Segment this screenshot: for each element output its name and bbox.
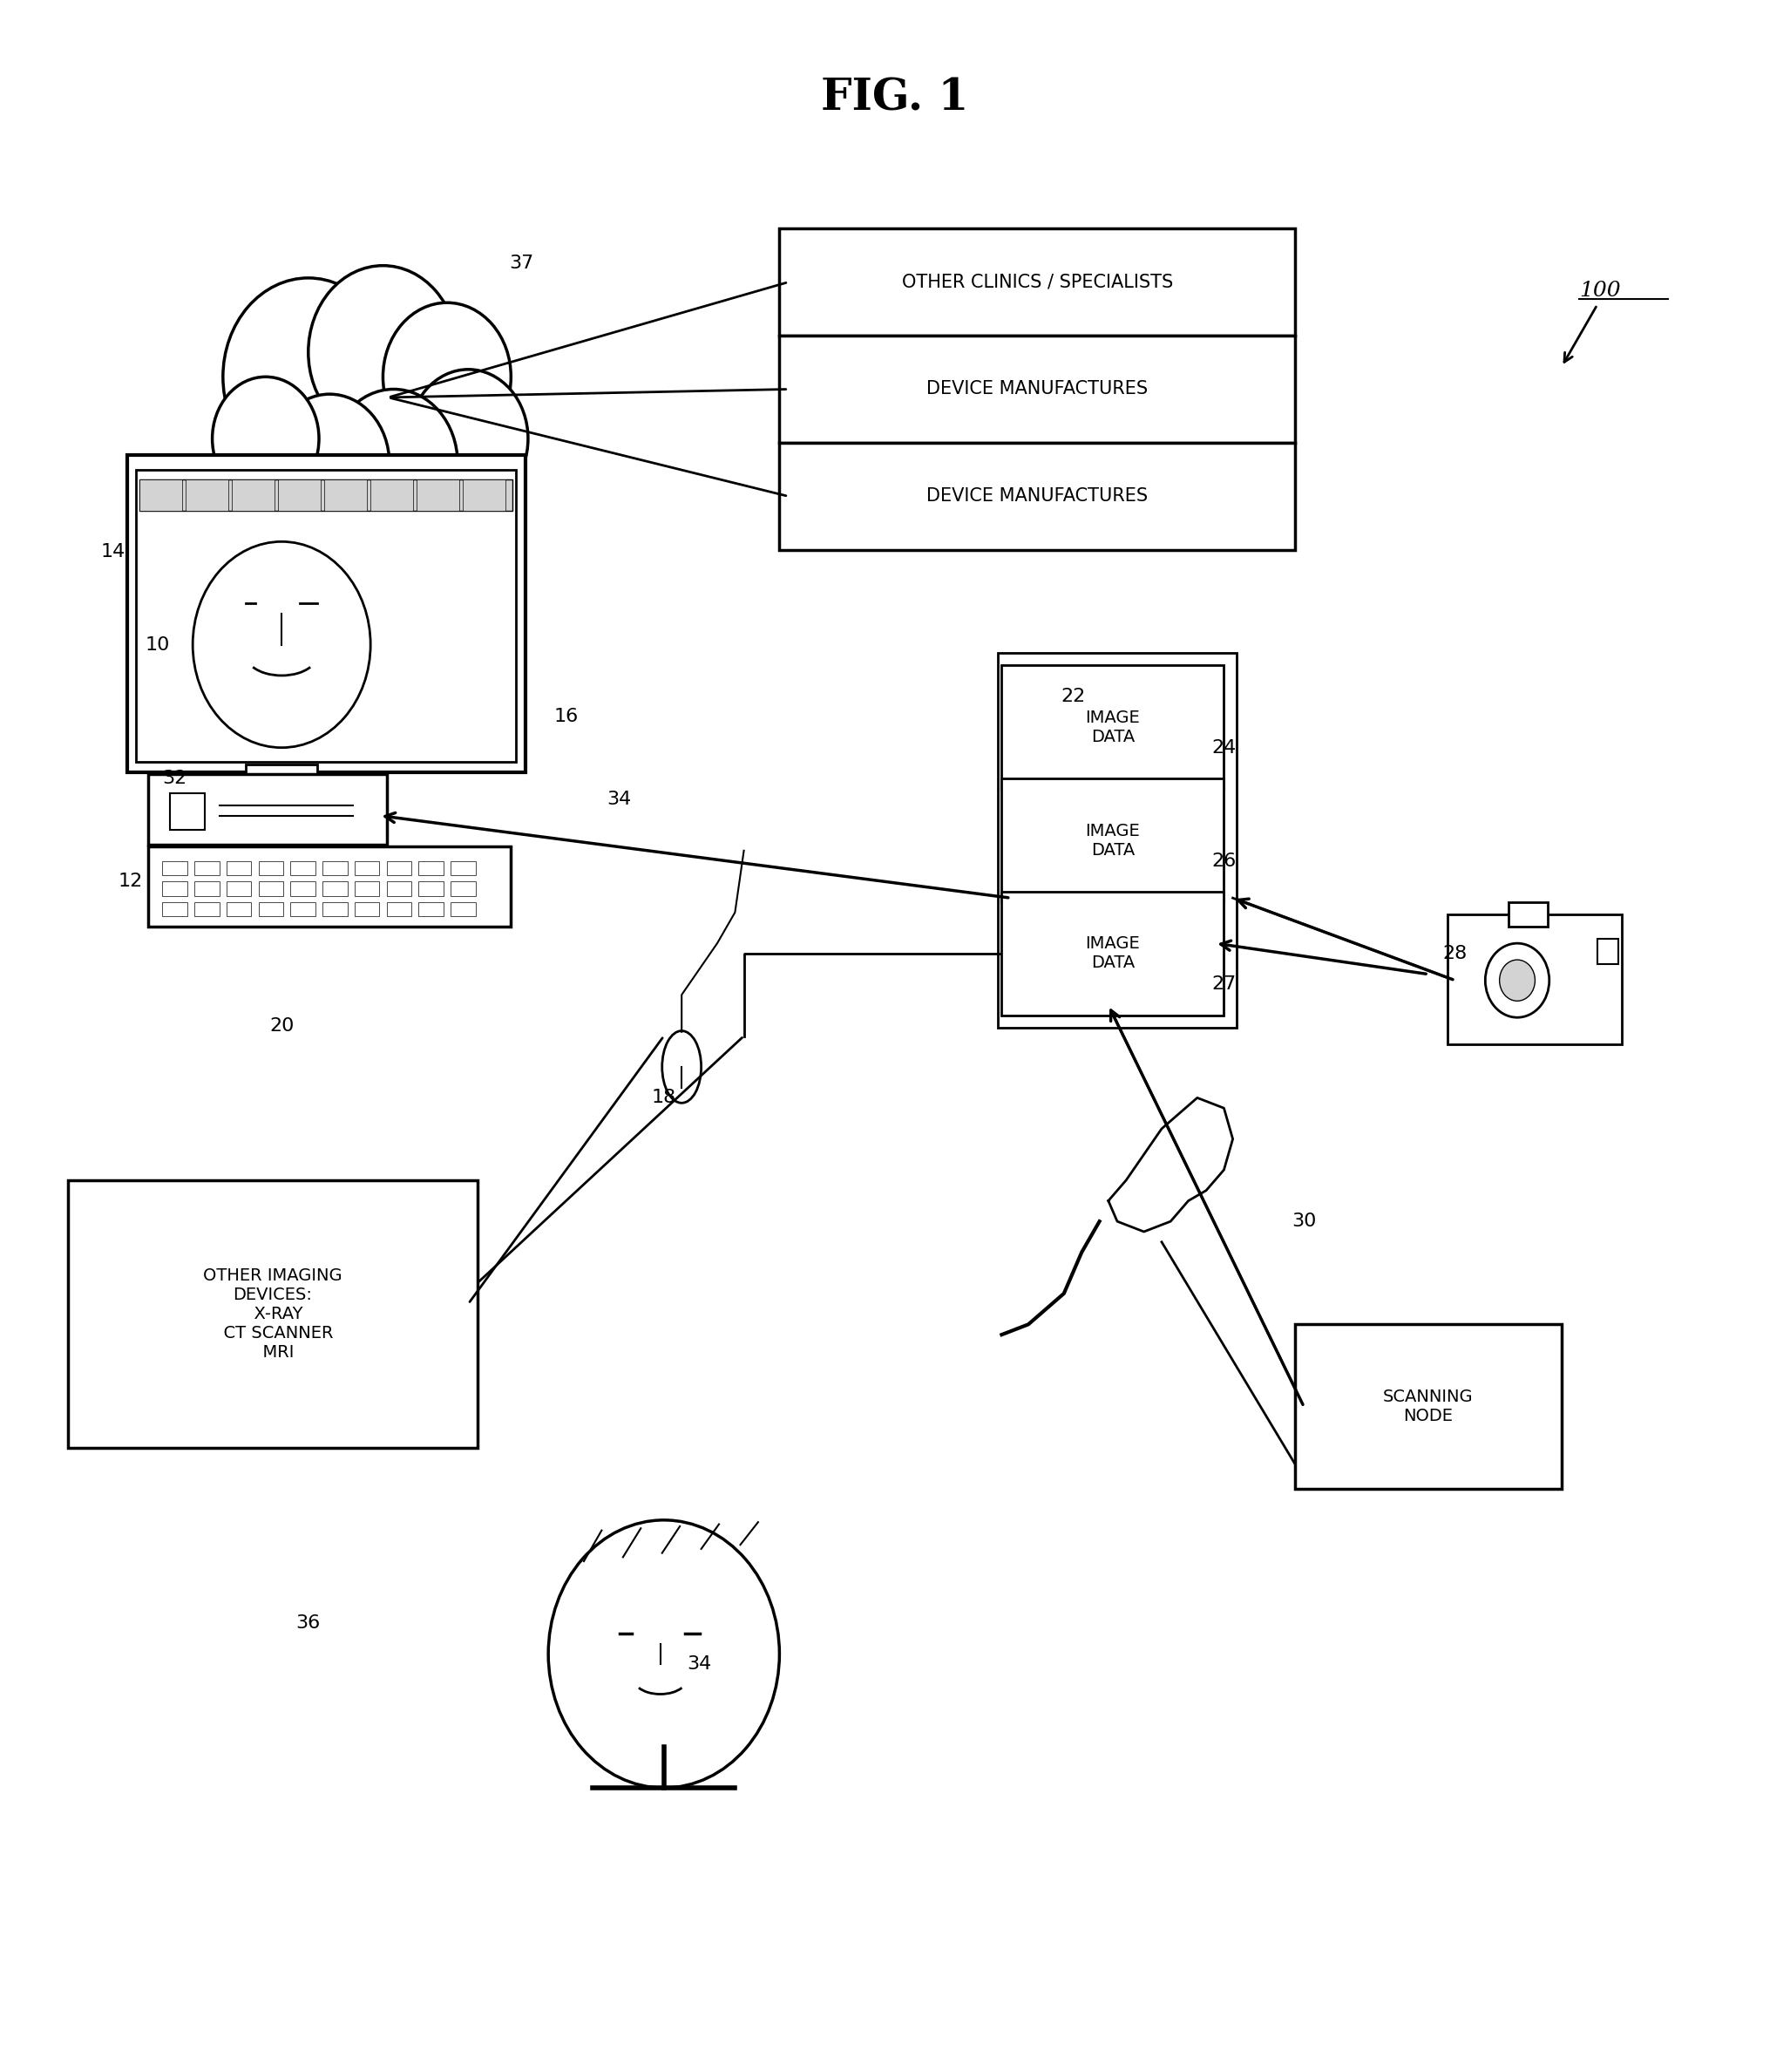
FancyBboxPatch shape bbox=[149, 775, 387, 845]
Circle shape bbox=[1486, 943, 1550, 1017]
Circle shape bbox=[383, 303, 510, 452]
FancyBboxPatch shape bbox=[227, 860, 251, 874]
FancyBboxPatch shape bbox=[195, 901, 220, 916]
FancyBboxPatch shape bbox=[354, 860, 379, 874]
FancyBboxPatch shape bbox=[163, 860, 188, 874]
FancyBboxPatch shape bbox=[387, 860, 412, 874]
Text: 37: 37 bbox=[510, 255, 533, 271]
Circle shape bbox=[308, 265, 458, 439]
Text: SCANNING
NODE: SCANNING NODE bbox=[1384, 1388, 1473, 1426]
FancyBboxPatch shape bbox=[68, 1181, 478, 1448]
Text: 36: 36 bbox=[295, 1614, 320, 1633]
Text: 32: 32 bbox=[163, 771, 188, 787]
Text: 100: 100 bbox=[1579, 280, 1622, 300]
Text: DEVICE MANUFACTURES: DEVICE MANUFACTURES bbox=[927, 381, 1147, 398]
FancyBboxPatch shape bbox=[779, 336, 1294, 443]
FancyBboxPatch shape bbox=[354, 881, 379, 895]
FancyBboxPatch shape bbox=[464, 481, 505, 510]
FancyBboxPatch shape bbox=[1448, 914, 1622, 1044]
FancyBboxPatch shape bbox=[371, 481, 413, 510]
Ellipse shape bbox=[662, 1032, 702, 1102]
FancyBboxPatch shape bbox=[290, 881, 315, 895]
FancyBboxPatch shape bbox=[258, 881, 283, 895]
Text: IMAGE
DATA: IMAGE DATA bbox=[1085, 709, 1140, 746]
FancyBboxPatch shape bbox=[163, 901, 188, 916]
FancyBboxPatch shape bbox=[195, 860, 220, 874]
Circle shape bbox=[408, 369, 528, 508]
FancyBboxPatch shape bbox=[999, 653, 1237, 1028]
Circle shape bbox=[548, 1521, 779, 1788]
FancyBboxPatch shape bbox=[419, 881, 444, 895]
Text: 34: 34 bbox=[687, 1656, 712, 1672]
Text: 34: 34 bbox=[607, 789, 632, 808]
FancyBboxPatch shape bbox=[322, 881, 347, 895]
Circle shape bbox=[329, 390, 458, 537]
Circle shape bbox=[270, 394, 390, 533]
Text: 18: 18 bbox=[652, 1090, 677, 1106]
FancyBboxPatch shape bbox=[258, 860, 283, 874]
FancyBboxPatch shape bbox=[387, 901, 412, 916]
FancyBboxPatch shape bbox=[277, 481, 320, 510]
FancyBboxPatch shape bbox=[451, 881, 476, 895]
Text: 24: 24 bbox=[1212, 740, 1237, 756]
Text: DEVICE MANUFACTURES: DEVICE MANUFACTURES bbox=[927, 487, 1147, 506]
FancyBboxPatch shape bbox=[417, 481, 460, 510]
FancyBboxPatch shape bbox=[419, 901, 444, 916]
FancyBboxPatch shape bbox=[779, 228, 1294, 336]
FancyBboxPatch shape bbox=[322, 860, 347, 874]
FancyBboxPatch shape bbox=[149, 847, 510, 926]
FancyBboxPatch shape bbox=[451, 860, 476, 874]
Text: 10: 10 bbox=[145, 636, 170, 653]
Text: 12: 12 bbox=[118, 872, 143, 891]
FancyBboxPatch shape bbox=[127, 456, 524, 773]
FancyBboxPatch shape bbox=[1002, 665, 1224, 789]
FancyBboxPatch shape bbox=[140, 481, 512, 510]
FancyBboxPatch shape bbox=[324, 481, 367, 510]
FancyBboxPatch shape bbox=[1002, 779, 1224, 901]
Circle shape bbox=[213, 377, 319, 501]
FancyBboxPatch shape bbox=[163, 881, 188, 895]
Text: OTHER CLINICS / SPECIALISTS: OTHER CLINICS / SPECIALISTS bbox=[902, 274, 1172, 290]
Polygon shape bbox=[1108, 1098, 1233, 1231]
Text: 14: 14 bbox=[100, 543, 125, 562]
FancyBboxPatch shape bbox=[170, 794, 206, 831]
FancyBboxPatch shape bbox=[290, 901, 315, 916]
FancyBboxPatch shape bbox=[227, 881, 251, 895]
Text: IMAGE
DATA: IMAGE DATA bbox=[1085, 937, 1140, 972]
FancyBboxPatch shape bbox=[1509, 901, 1548, 926]
FancyBboxPatch shape bbox=[233, 481, 274, 510]
Text: 35: 35 bbox=[251, 595, 276, 611]
Text: 26: 26 bbox=[1212, 852, 1237, 870]
FancyBboxPatch shape bbox=[136, 470, 516, 762]
FancyBboxPatch shape bbox=[387, 881, 412, 895]
FancyBboxPatch shape bbox=[186, 481, 229, 510]
FancyBboxPatch shape bbox=[779, 443, 1294, 549]
FancyBboxPatch shape bbox=[195, 881, 220, 895]
FancyBboxPatch shape bbox=[419, 860, 444, 874]
FancyBboxPatch shape bbox=[227, 901, 251, 916]
Circle shape bbox=[224, 278, 394, 477]
FancyBboxPatch shape bbox=[1597, 939, 1618, 963]
Text: OTHER IMAGING
DEVICES:
  X-RAY
  CT SCANNER
  MRI: OTHER IMAGING DEVICES: X-RAY CT SCANNER … bbox=[204, 1268, 342, 1361]
Text: 22: 22 bbox=[1060, 688, 1085, 704]
FancyBboxPatch shape bbox=[322, 901, 347, 916]
FancyBboxPatch shape bbox=[258, 901, 283, 916]
FancyBboxPatch shape bbox=[1294, 1324, 1561, 1490]
Text: 20: 20 bbox=[268, 1017, 294, 1034]
Circle shape bbox=[1500, 959, 1536, 1001]
Text: 16: 16 bbox=[553, 709, 578, 725]
Text: FIG. 1: FIG. 1 bbox=[822, 77, 968, 120]
Text: IMAGE
DATA: IMAGE DATA bbox=[1085, 823, 1140, 858]
FancyBboxPatch shape bbox=[140, 481, 183, 510]
FancyBboxPatch shape bbox=[451, 901, 476, 916]
FancyBboxPatch shape bbox=[245, 765, 317, 785]
Text: 30: 30 bbox=[1292, 1212, 1316, 1231]
FancyBboxPatch shape bbox=[354, 901, 379, 916]
FancyBboxPatch shape bbox=[290, 860, 315, 874]
FancyBboxPatch shape bbox=[1002, 891, 1224, 1015]
Text: 28: 28 bbox=[1443, 945, 1468, 961]
Text: 27: 27 bbox=[1212, 976, 1237, 992]
Ellipse shape bbox=[193, 541, 371, 748]
